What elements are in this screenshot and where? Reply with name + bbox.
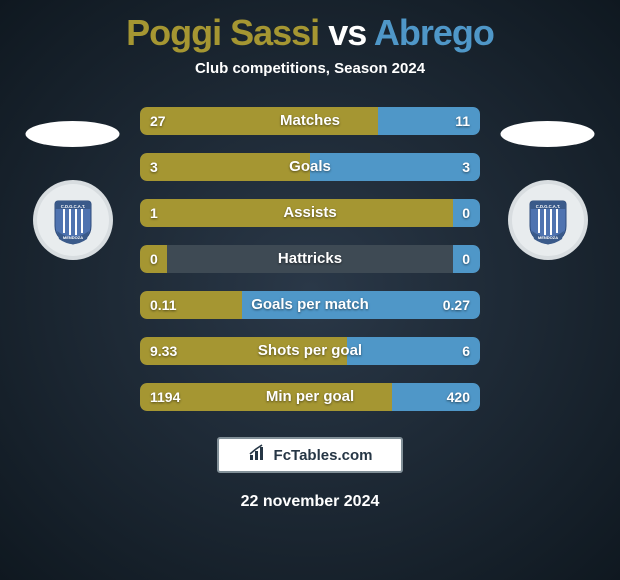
left-club-badge: C.D.G.C.A.T. MENDOZA: [32, 179, 114, 261]
right-club-badge: C.D.G.C.A.T. MENDOZA: [507, 179, 589, 261]
title-left: Poggi Sassi vs Abrego: [126, 12, 494, 53]
stat-label: Goals: [140, 153, 480, 181]
right-flag: [500, 119, 595, 149]
right-player-column: C.D.G.C.A.T. MENDOZA: [500, 107, 595, 261]
brand-badge: FcTables.com: [217, 437, 403, 473]
svg-text:MENDOZA: MENDOZA: [537, 235, 557, 240]
stat-label: Assists: [140, 199, 480, 227]
stat-row-goals: 33Goals: [140, 153, 480, 181]
footer-date: 22 november 2024: [0, 493, 620, 511]
stat-label: Shots per goal: [140, 337, 480, 365]
page-title: Poggi Sassi vs Abrego: [0, 0, 620, 54]
svg-text:MENDOZA: MENDOZA: [62, 235, 82, 240]
stat-row-matches: 2711Matches: [140, 107, 480, 135]
stat-row-shots-per-goal: 9.336Shots per goal: [140, 337, 480, 365]
stat-label: Hattricks: [140, 245, 480, 273]
comparison-container: C.D.G.C.A.T. MENDOZA 2711Matches 33Goals 1…: [0, 107, 620, 411]
stat-label: Matches: [140, 107, 480, 135]
left-player-column: C.D.G.C.A.T. MENDOZA: [25, 107, 120, 261]
left-flag: [25, 119, 120, 149]
brand-chart-icon: [248, 444, 268, 467]
stats-bars: 2711Matches 33Goals 10Assists 00Hattricks 0.…: [140, 107, 480, 411]
svg-text:C.D.G.C.A.T.: C.D.G.C.A.T.: [60, 204, 84, 209]
stat-row-min-per-goal: 1194420Min per goal: [140, 383, 480, 411]
stat-row-hattricks: 00Hattricks: [140, 245, 480, 273]
stat-row-goals-per-match: 0.110.27Goals per match: [140, 291, 480, 319]
subtitle: Club competitions, Season 2024: [0, 60, 620, 77]
stat-row-assists: 10Assists: [140, 199, 480, 227]
stat-label: Goals per match: [140, 291, 480, 319]
svg-text:C.D.G.C.A.T.: C.D.G.C.A.T.: [535, 204, 559, 209]
stat-label: Min per goal: [140, 383, 480, 411]
brand-text: FcTables.com: [274, 447, 373, 464]
